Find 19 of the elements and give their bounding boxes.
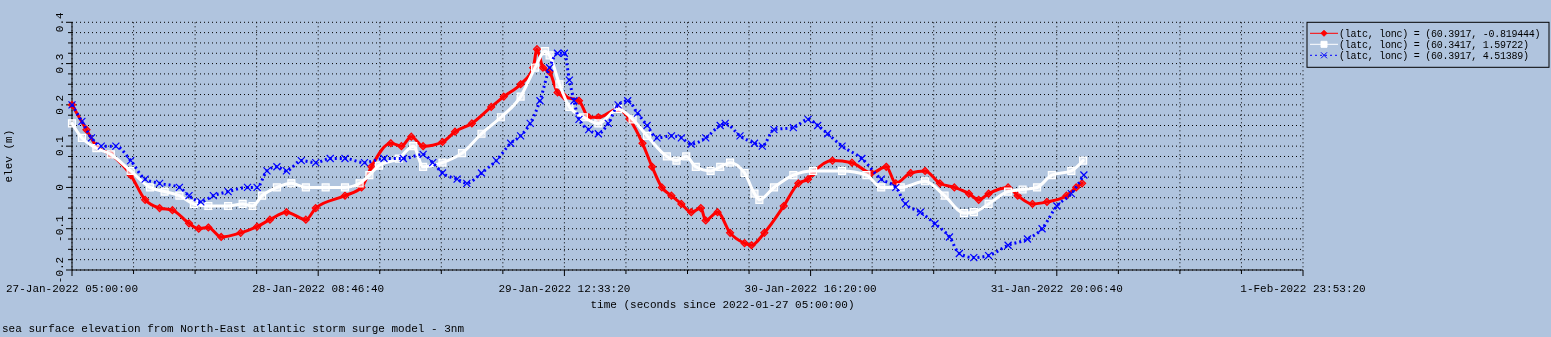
legend-label: (latc, lonc) = (60.3917, -0.819444) [1339, 29, 1541, 41]
x-tick-label: 1-Feb-2022 23:53:20 [1240, 283, 1366, 295]
text: sea surface elevation from North-East atlantic storm surge model - 3nm [2, 323, 465, 335]
x-tick-label: 29-Jan-2022 12:33:20 [498, 283, 631, 295]
y-tick-label: 0 [54, 184, 66, 191]
y-tick-label: -0.1 [54, 215, 66, 242]
y-axis-title: elev (m) [3, 129, 15, 183]
x-tick-label: 28-Jan-2022 08:46:40 [252, 283, 385, 295]
x-tick-label: 27-Jan-2022 05:00:00 [5, 283, 139, 295]
legend-label: (latc, lonc) = (60.3417, 1.59722) [1339, 40, 1529, 52]
y-tick-label: 0.1 [54, 135, 66, 157]
x-tick-label: 30-Jan-2022 16:20:00 [744, 283, 877, 295]
y-tick-label: 0.2 [54, 94, 66, 115]
x-tick-label: 31-Jan-2022 20:06:40 [990, 283, 1123, 295]
y-tick-label: -0.2 [54, 256, 66, 284]
y-tick-label: 0.3 [54, 53, 66, 74]
y-tick-label: 0.4 [54, 12, 66, 33]
x-axis-title: time (seconds since 2022-01-27 05:00:00) [590, 299, 855, 311]
legend-label: (latc, lonc) = (60.3917, 4.51389) [1339, 51, 1529, 63]
